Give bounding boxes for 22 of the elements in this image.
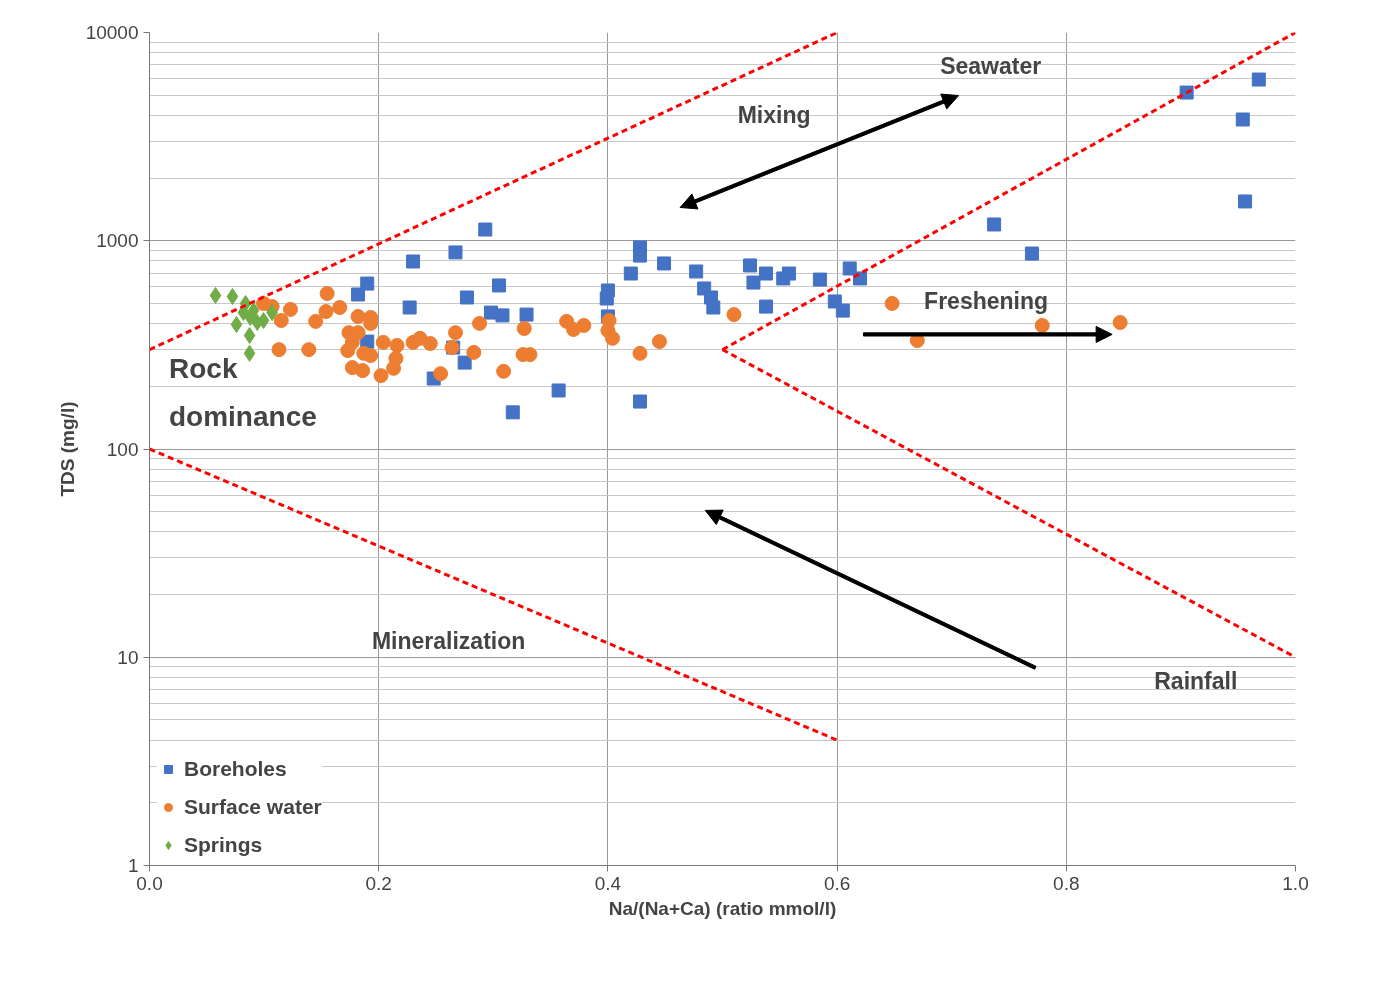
y-tick-label: 10000 bbox=[85, 22, 139, 43]
y-tick-label: 100 bbox=[106, 438, 139, 460]
legend-label: Springs bbox=[184, 833, 263, 857]
legend-label: Boreholes bbox=[184, 757, 287, 781]
annotation: Mixing bbox=[737, 102, 811, 129]
annotation: Rock dominance bbox=[168, 352, 317, 433]
x-tick-label: 0.4 bbox=[594, 872, 622, 894]
x-tick-label: 0.8 bbox=[1053, 872, 1080, 894]
x-tick-label: 0.2 bbox=[365, 872, 392, 894]
annotation: Seawater bbox=[940, 53, 1042, 80]
legend-label: Surface water bbox=[184, 795, 322, 819]
x-tick-label: 1.0 bbox=[1282, 872, 1309, 894]
x-tick-label: 0.6 bbox=[823, 872, 851, 894]
y-tick-label: 1000 bbox=[96, 230, 139, 252]
y-tick-label: 1 bbox=[127, 855, 139, 876]
annotation: Freshening bbox=[924, 287, 1049, 314]
y-tick-label: 10 bbox=[117, 646, 139, 668]
x-axis-title: Na/(Na+Ca) (ratio mmol/l) bbox=[608, 897, 837, 919]
annotation: Mineralization bbox=[371, 627, 526, 654]
y-axis-title: TDS (mg/l) bbox=[56, 401, 78, 497]
annotation: Rainfall bbox=[1154, 667, 1238, 694]
x-tick-label: 0.0 bbox=[136, 872, 163, 894]
